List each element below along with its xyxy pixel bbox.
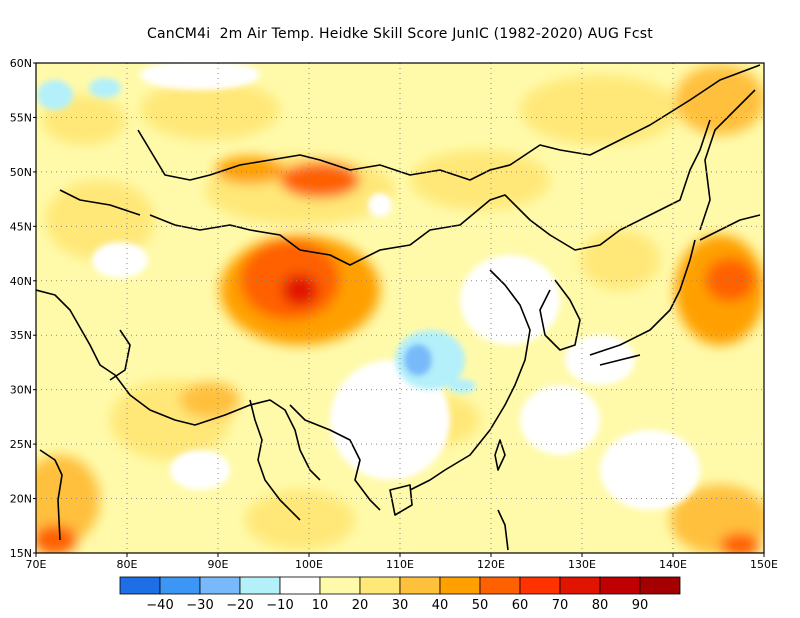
lon-tick-label: 100E (295, 558, 323, 571)
lon-tick-label: 70E (26, 558, 47, 571)
lat-tick-label: 60N (10, 57, 32, 70)
colorbar-box (439, 576, 481, 595)
colorbar-box (399, 576, 441, 595)
country-borders (36, 64, 761, 551)
lat-tick-label: 40N (10, 275, 32, 288)
colorbar-label: 70 (552, 598, 569, 613)
colorbar-label: −40 (146, 598, 173, 613)
colorbar-box (279, 576, 321, 595)
lon-tick-label: 110E (386, 558, 414, 571)
colorbar-label: 20 (352, 598, 369, 613)
lon-tick-label: 140E (659, 558, 687, 571)
colorbar-label: 90 (632, 598, 649, 613)
lat-tick-label: 45N (10, 220, 32, 233)
lat-tick-label: 20N (10, 493, 32, 506)
colorbar-box (359, 576, 401, 595)
colorbar-box (639, 576, 681, 595)
lat-tick-label: 30N (10, 384, 32, 397)
colorbar-box (319, 576, 361, 595)
colorbar-box (519, 576, 561, 595)
colorbar-box (479, 576, 521, 595)
colorbar-label: 40 (432, 598, 449, 613)
map-title: CanCM4i 2m Air Temp. Heidke Skill Score … (147, 26, 653, 42)
score-field (36, 63, 764, 553)
lat-tick-label: 35N (10, 329, 32, 342)
colorbar-box (599, 576, 641, 595)
latitude-labels: 15N 20N 25N 30N 35N 40N 45N 50N 55N 60N (10, 57, 36, 560)
field-shading (36, 65, 764, 553)
longitude-labels: 70E 80E 90E 100E 110E 120E 130E 140E 150E (26, 553, 778, 571)
lon-tick-label: 90E (208, 558, 229, 571)
lat-tick-label: 15N (10, 547, 32, 560)
colorbar-labels: −40 −30 −20 −10 10 20 30 40 50 60 70 80 90 (146, 598, 648, 613)
colorbar-box (239, 576, 281, 595)
lon-tick-label: 150E (750, 558, 778, 571)
colorbar-label: 60 (512, 598, 529, 613)
grid-lines (36, 63, 764, 553)
lon-tick-label: 120E (477, 558, 505, 571)
lon-tick-label: 80E (117, 558, 138, 571)
lat-tick-label: 50N (10, 166, 32, 179)
lat-tick-label: 55N (10, 111, 32, 124)
colorbar-label: −30 (186, 598, 213, 613)
low-score-areas (37, 63, 700, 510)
lat-tick-label: 25N (10, 438, 32, 451)
lon-tick-label: 130E (568, 558, 596, 571)
colorbar-boxes (119, 576, 681, 595)
colorbar-label: 50 (472, 598, 489, 613)
colorbar-box (159, 576, 201, 595)
colorbar-box (559, 576, 601, 595)
colorbar-label: −10 (266, 598, 293, 613)
colorbar-label: 80 (592, 598, 609, 613)
colorbar-label: −20 (226, 598, 253, 613)
colorbar-box (199, 576, 241, 595)
colorbar-label: 10 (312, 598, 329, 613)
colorbar-box (119, 576, 161, 595)
colorbar-label: 30 (392, 598, 409, 613)
